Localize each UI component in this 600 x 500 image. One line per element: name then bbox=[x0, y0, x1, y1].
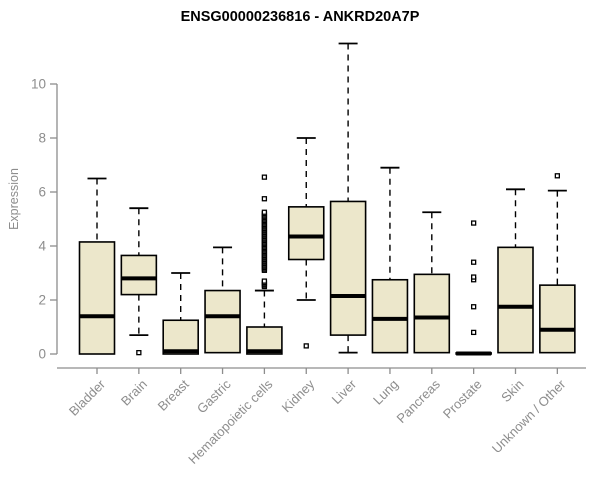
x-tick-label: Breast bbox=[155, 376, 192, 413]
outlier-point bbox=[136, 349, 142, 356]
box-group-skin bbox=[497, 188, 534, 354]
box-group-prostate bbox=[455, 220, 492, 356]
x-tick-label: Brain bbox=[118, 377, 150, 409]
box-rect bbox=[204, 289, 241, 354]
x-tick-label: Skin bbox=[498, 377, 526, 405]
y-tick-label: 10 bbox=[31, 77, 46, 92]
box-group-bladder bbox=[78, 177, 116, 355]
box-rect bbox=[120, 254, 158, 296]
chart-title: ENSG00000236816 - ANKRD20A7P bbox=[180, 9, 420, 25]
y-tick-label: 0 bbox=[38, 347, 46, 362]
x-tick-label: Pancreas bbox=[393, 376, 443, 426]
outlier-point bbox=[470, 220, 477, 226]
x-tick-label: Gastric bbox=[194, 376, 234, 416]
y-axis: 0 2 4 6 8 10 bbox=[31, 77, 58, 362]
box-rect bbox=[497, 246, 534, 354]
box-group-unknown-other bbox=[539, 173, 576, 354]
box-group-hematopoietic-cells bbox=[246, 174, 283, 355]
outlier-point bbox=[470, 304, 477, 310]
box-group-lung bbox=[371, 166, 409, 354]
y-tick-label: 8 bbox=[38, 131, 46, 146]
outlier-point bbox=[470, 259, 477, 265]
box-group-breast bbox=[162, 272, 199, 355]
outlier-point bbox=[261, 209, 268, 215]
box-group-pancreas bbox=[413, 211, 451, 354]
outlier-point bbox=[470, 329, 477, 336]
y-tick-label: 6 bbox=[38, 185, 46, 200]
box-rect bbox=[539, 284, 576, 354]
box-rect bbox=[287, 206, 325, 261]
outlier-point bbox=[554, 173, 560, 179]
x-tick-label: Unknown / Other bbox=[489, 376, 569, 456]
y-tick-label: 2 bbox=[38, 293, 46, 308]
y-tick-label: 4 bbox=[38, 239, 46, 254]
box-rect bbox=[413, 273, 451, 354]
boxes-layer bbox=[78, 42, 576, 356]
x-tick-label: Kidney bbox=[279, 376, 318, 415]
x-tick-label: Lung bbox=[370, 377, 401, 408]
x-tick-label: Prostate bbox=[440, 377, 485, 422]
outlier-point bbox=[303, 343, 309, 349]
outlier-point bbox=[261, 278, 268, 284]
box-rect bbox=[162, 319, 199, 355]
outlier-point bbox=[261, 174, 268, 180]
box-group-gastric bbox=[204, 246, 241, 354]
x-tick-label: Liver bbox=[329, 376, 360, 407]
box-rect bbox=[78, 241, 116, 355]
box-group-kidney bbox=[287, 137, 325, 349]
x-tick-label: Bladder bbox=[66, 376, 109, 419]
outlier-point bbox=[261, 196, 268, 202]
box-rect bbox=[371, 278, 409, 354]
box-rect bbox=[329, 200, 367, 336]
box-group-liver bbox=[329, 42, 367, 354]
outlier-point bbox=[470, 274, 477, 280]
box-group-brain bbox=[120, 207, 158, 356]
